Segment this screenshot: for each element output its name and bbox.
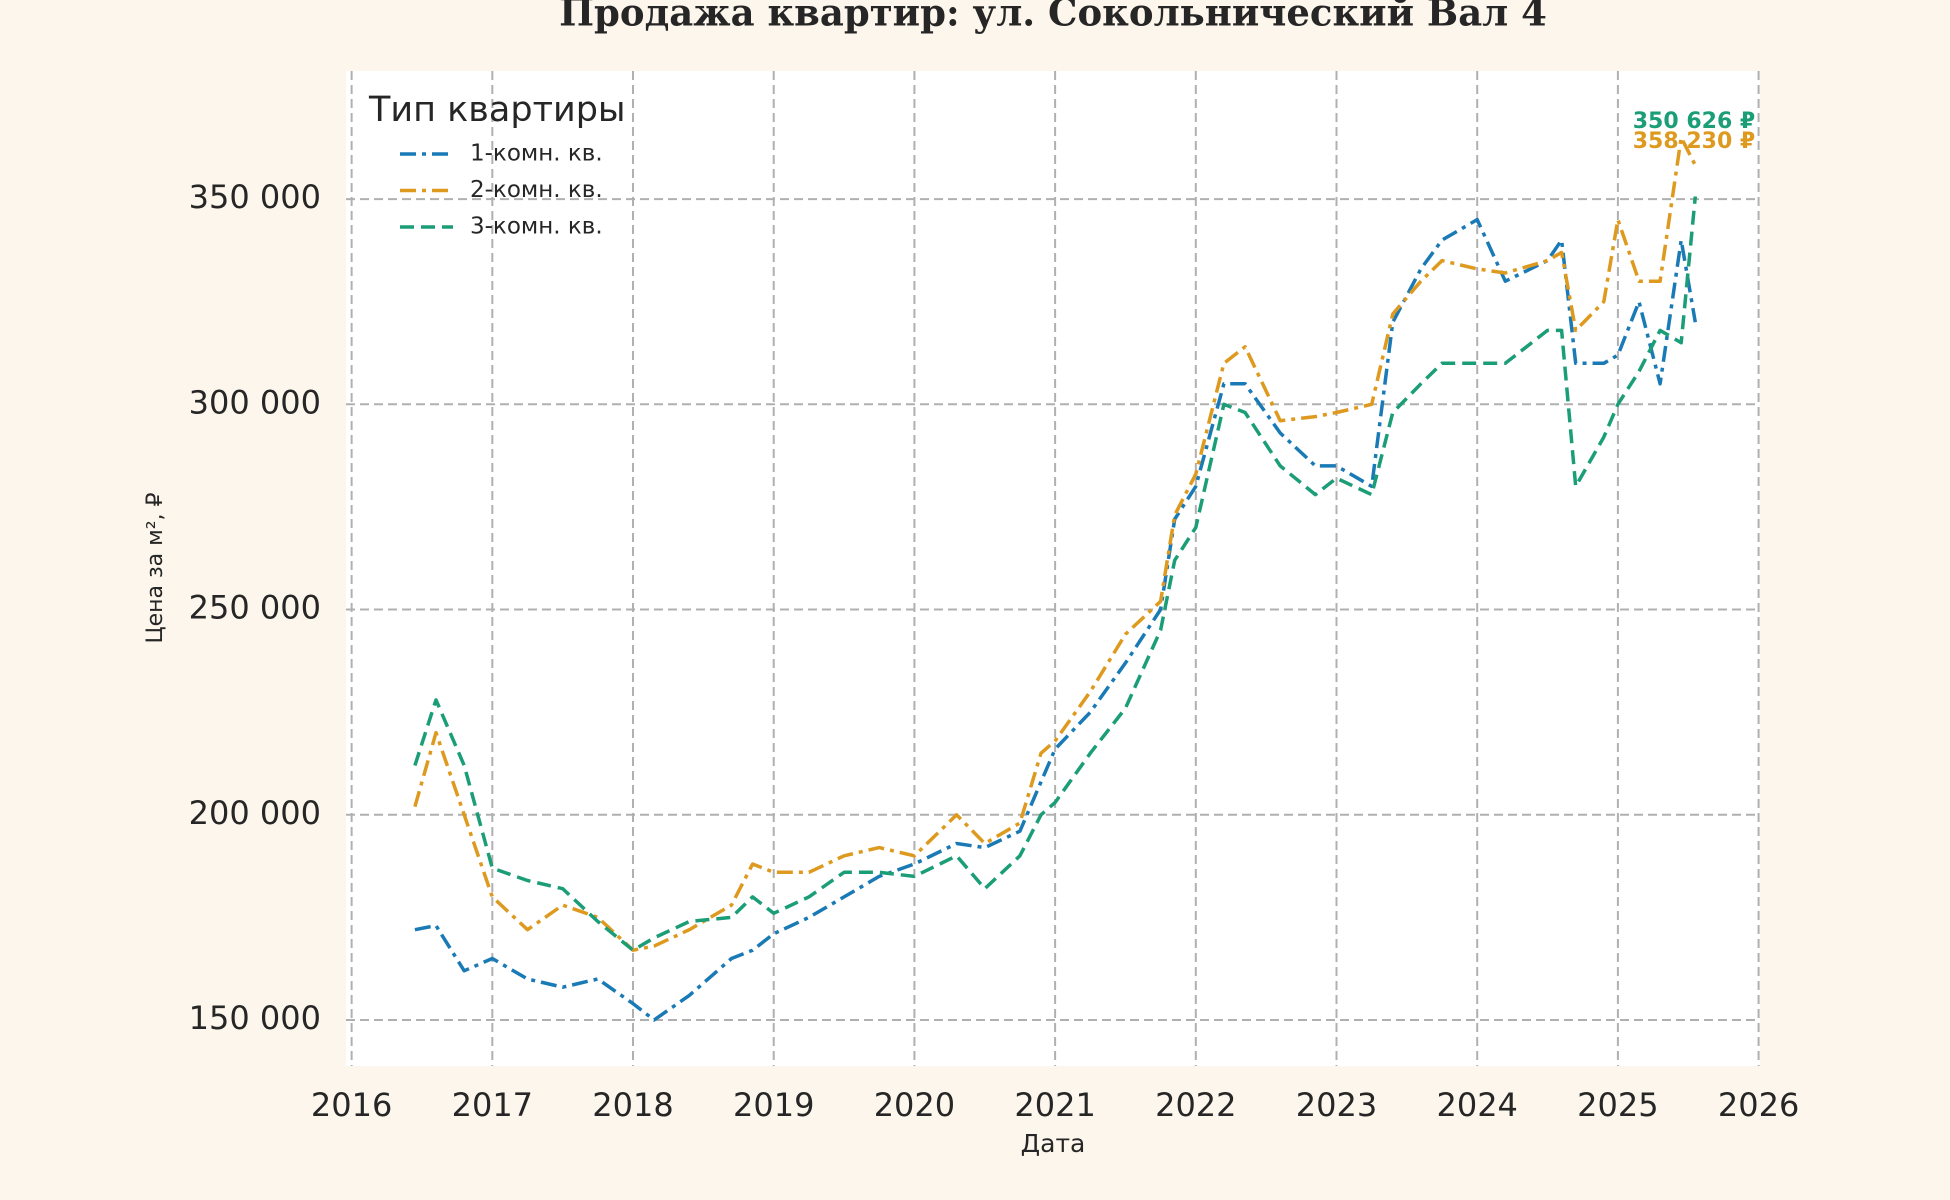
y-tick-label: 150 000 [189,999,321,1037]
y-tick-label: 250 000 [189,589,321,627]
y-tick-label: 200 000 [189,794,321,832]
x-tick-label: 2022 [1155,1086,1236,1124]
chart-title: Продажа квартир: ул. Сокольнический Вал … [559,0,1547,35]
x-tick-label: 2021 [1014,1086,1095,1124]
series-line [414,217,1698,1022]
legend-label: 3-комн. кв. [470,214,603,240]
x-tick-label: 2016 [311,1086,392,1124]
end-label: 358 230 ₽ [1633,129,1755,154]
plot-area [346,71,1760,1066]
x-tick-label: 2017 [452,1086,533,1124]
x-tick-label: 2025 [1577,1086,1658,1124]
x-tick-label: 2024 [1436,1086,1517,1124]
y-axis-label: Цена за м², ₽ [143,492,168,643]
end-label: 350 626 ₽ [1633,109,1755,134]
x-tick-label: 2026 [1718,1086,1799,1124]
legend-title: Тип квартиры [368,90,626,130]
legend-label: 1-комн. кв. [470,141,603,167]
x-tick-label: 2018 [592,1086,673,1124]
series-line [413,196,1698,952]
x-tick-label: 2023 [1296,1086,1377,1124]
series-line [413,135,1697,952]
legend-label: 2-комн. кв. [470,177,603,203]
y-tick-label: 300 000 [189,383,321,421]
x-tick-label: 2020 [874,1086,955,1124]
x-tick-label: 2019 [733,1086,814,1124]
y-tick-label: 350 000 [189,178,321,216]
x-axis-label: Дата [1021,1129,1086,1158]
